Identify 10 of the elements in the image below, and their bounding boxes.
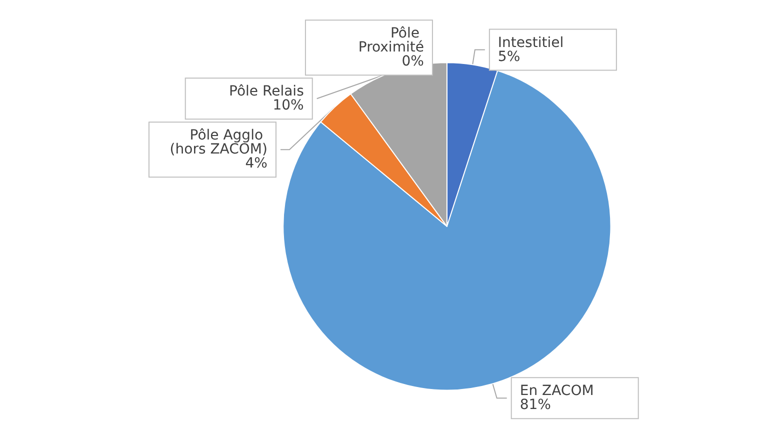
category-label: Pôle Proximité [358, 26, 424, 56]
data-label: 5% [498, 48, 520, 65]
slice-label: Pôle Agglo (hors ZACOM) [170, 128, 268, 158]
text: 0% [402, 54, 424, 70]
data-label: 4% [245, 156, 268, 172]
slice-label: En ZACOM [520, 383, 594, 400]
data-label: 10% [272, 98, 304, 114]
data-label: 81% [520, 397, 551, 414]
slice-label: Pôle Relais [229, 84, 304, 100]
slice-label: Intestitiel [498, 34, 564, 51]
